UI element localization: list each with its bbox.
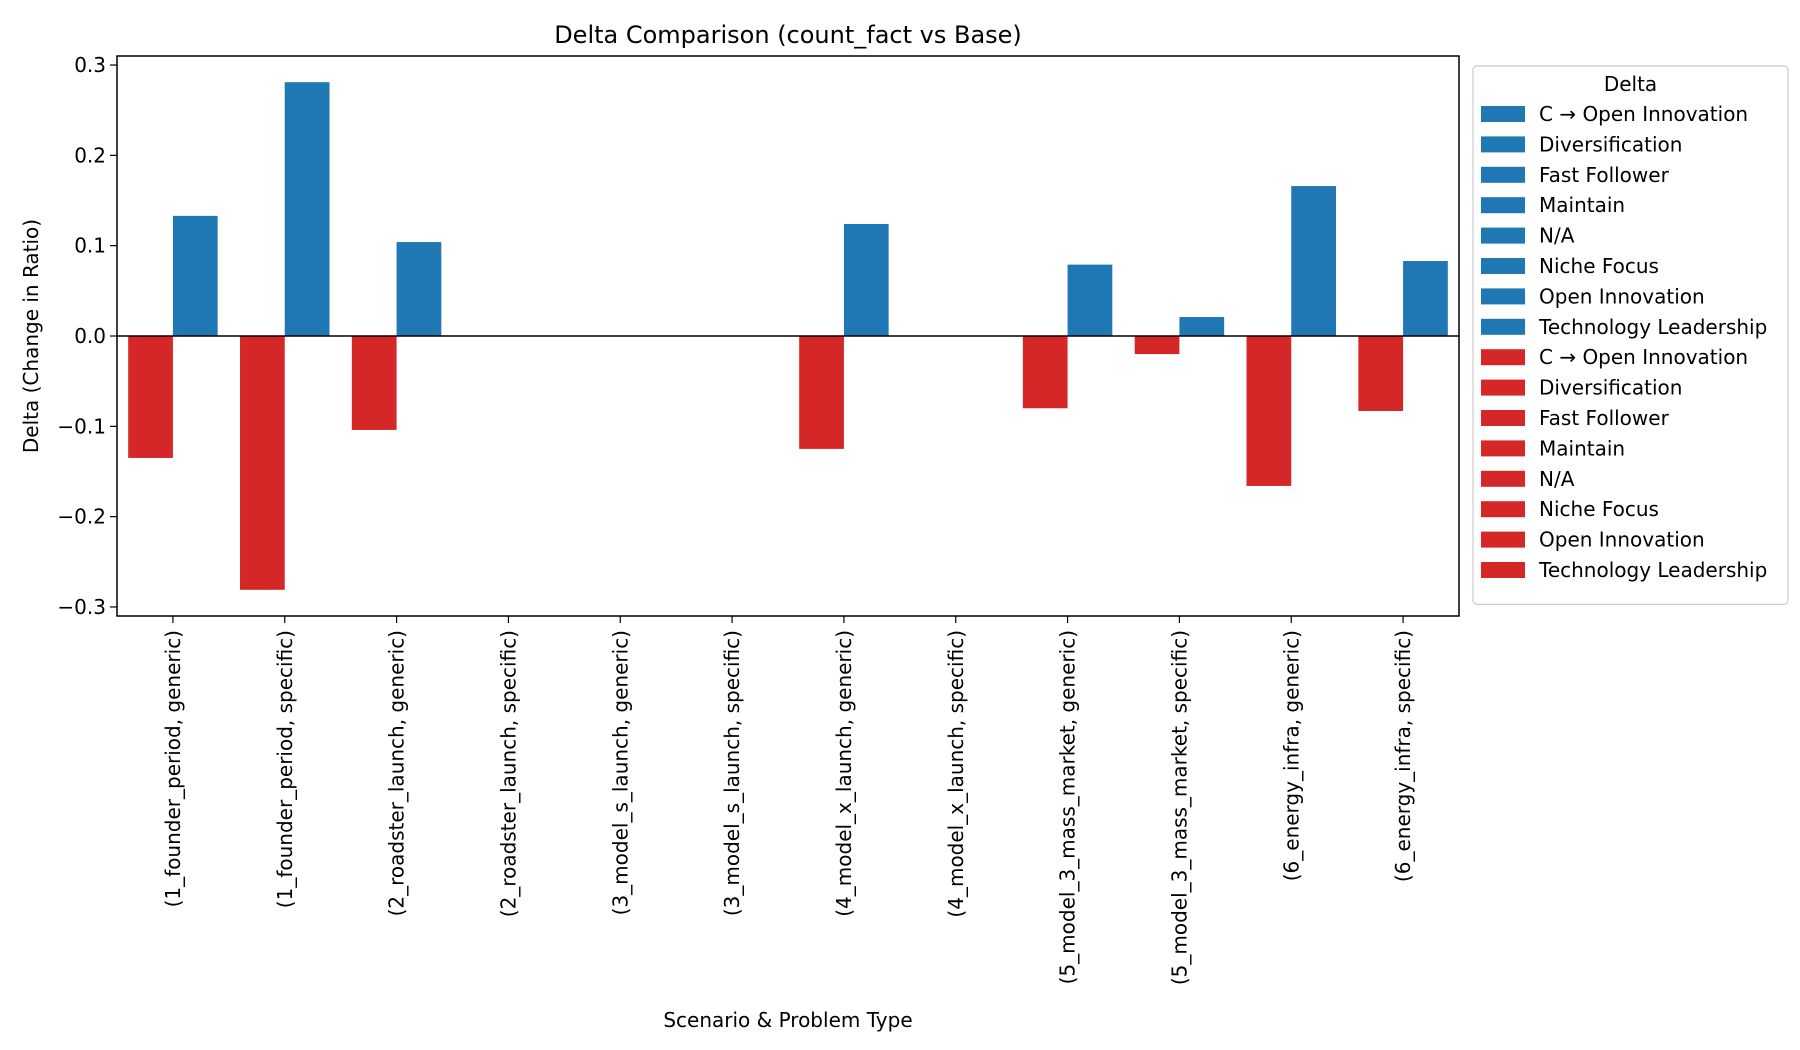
x-tick-label: (2_roadster_launch, generic) — [385, 630, 409, 916]
x-tick-label: (3_model_s_launch, specific) — [720, 630, 744, 916]
legend-swatch — [1481, 349, 1525, 366]
bar — [1291, 186, 1336, 336]
y-tick-label: 0.1 — [74, 234, 106, 258]
legend-swatch — [1481, 166, 1525, 183]
bar — [240, 336, 285, 590]
legend-label: Fast Follower — [1539, 406, 1670, 430]
bar — [351, 336, 397, 430]
legend-title: Delta — [1604, 72, 1657, 96]
legend-swatch — [1481, 288, 1525, 305]
legend-swatch — [1481, 106, 1525, 122]
legend-swatch — [1481, 227, 1525, 244]
bar — [1134, 336, 1180, 355]
legend-label: Technology Leadership — [1538, 558, 1767, 582]
legend-swatch — [1481, 562, 1525, 578]
legend-label: Diversification — [1539, 132, 1682, 156]
x-tick-label: (4_model_x_launch, generic) — [832, 630, 856, 917]
x-axis-label: Scenario & Problem Type — [663, 1008, 912, 1032]
x-tick-label: (6_energy_infra, generic) — [1279, 630, 1303, 881]
y-tick-label: −0.1 — [57, 414, 106, 438]
legend-items: C → Open Innovation Diversification Fast F… — [1481, 102, 1767, 582]
legend-swatch — [1481, 379, 1525, 396]
bar — [128, 336, 173, 458]
x-tick-label: (3_model_s_launch, generic) — [608, 630, 632, 915]
bar — [843, 224, 889, 336]
legend-box — [1472, 65, 1789, 606]
bar — [396, 242, 442, 336]
x-tick-label: (1_founder_period, specific) — [273, 630, 297, 908]
x-tick-label: (5_model_3_mass_market, generic) — [1056, 630, 1080, 984]
x-tick-label: (5_model_3_mass_market, specific) — [1167, 630, 1191, 985]
legend-label: N/A — [1539, 467, 1575, 491]
legend-swatch — [1481, 531, 1525, 548]
legend-swatch — [1481, 410, 1525, 426]
legend-swatch — [1481, 258, 1525, 274]
legend-label: Maintain — [1539, 193, 1625, 217]
bar — [1246, 336, 1292, 486]
legend-label: Open Innovation — [1539, 528, 1705, 552]
bar — [284, 82, 330, 337]
bar — [1022, 336, 1068, 409]
y-axis: −0.3 −0.2 −0.1 0.0 0.1 0.2 0.3 — [57, 53, 117, 619]
legend: Delta C → Open Innovation Diversification… — [1472, 65, 1789, 606]
legend-swatch — [1481, 197, 1525, 214]
bar — [1067, 264, 1113, 336]
bar — [1358, 336, 1404, 411]
legend-swatch — [1481, 470, 1525, 487]
legend-label: Niche Focus — [1539, 254, 1659, 278]
x-axis: (1_founder_period, generic) (1_founder_pe… — [161, 616, 1415, 985]
x-tick-label: (6_energy_infra, specific) — [1391, 630, 1415, 882]
y-tick-label: 0.3 — [74, 53, 106, 77]
legend-swatch — [1481, 318, 1525, 335]
legend-label: C → Open Innovation — [1539, 345, 1748, 369]
chart-title: Delta Comparison (count_fact vs Base) — [554, 21, 1022, 49]
y-tick-label: −0.2 — [57, 505, 106, 529]
legend-label: Technology Leadership — [1538, 315, 1767, 339]
bar — [799, 336, 844, 449]
legend-label: Fast Follower — [1539, 163, 1670, 187]
y-axis-label: Delta (Change in Ratio) — [19, 219, 43, 453]
legend-swatch — [1481, 136, 1525, 153]
legend-swatch — [1481, 501, 1525, 518]
y-tick-label: 0.2 — [74, 143, 106, 167]
y-tick-label: 0.0 — [74, 324, 106, 348]
legend-label: Niche Focus — [1539, 497, 1659, 521]
bar — [1179, 317, 1225, 336]
x-tick-label: (1_founder_period, generic) — [161, 630, 185, 907]
legend-swatch — [1481, 440, 1525, 457]
legend-label: C → Open Innovation — [1539, 102, 1748, 126]
legend-label: Diversification — [1539, 376, 1682, 400]
legend-label: N/A — [1539, 224, 1575, 248]
bar — [172, 215, 218, 336]
legend-label: Open Innovation — [1539, 284, 1705, 308]
bars-layer — [128, 82, 1448, 590]
x-tick-label: (4_model_x_launch, specific) — [944, 630, 968, 918]
legend-label: Maintain — [1539, 436, 1625, 460]
bar — [1403, 261, 1448, 336]
x-tick-label: (2_roadster_launch, specific) — [496, 630, 520, 917]
y-tick-label: −0.3 — [57, 595, 106, 619]
